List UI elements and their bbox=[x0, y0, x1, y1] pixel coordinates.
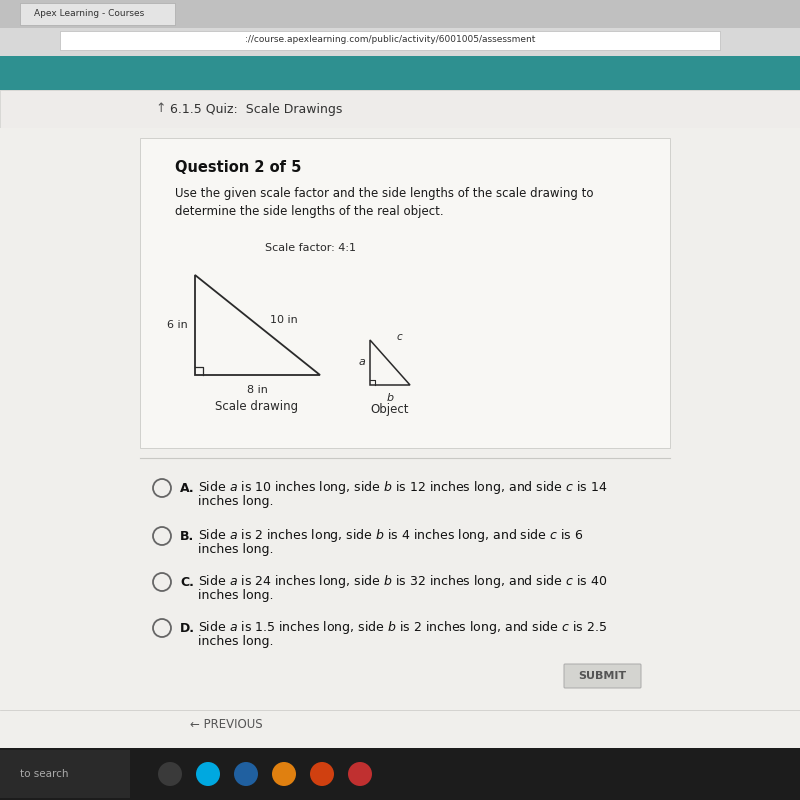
Bar bbox=[0, 90, 800, 128]
Text: C.: C. bbox=[180, 575, 194, 589]
Text: 8 in: 8 in bbox=[246, 385, 267, 395]
Circle shape bbox=[310, 762, 334, 786]
Text: Use the given scale factor and the side lengths of the scale drawing to: Use the given scale factor and the side … bbox=[175, 186, 594, 199]
Text: ↑: ↑ bbox=[155, 102, 166, 115]
Text: Side $\mathit{a}$ is 24 inches long, side $\mathit{b}$ is 32 inches long, and si: Side $\mathit{a}$ is 24 inches long, sid… bbox=[198, 574, 607, 590]
Text: to search: to search bbox=[20, 769, 69, 779]
Text: b: b bbox=[386, 393, 394, 403]
Circle shape bbox=[196, 762, 220, 786]
Text: 6.1.5 Quiz:  Scale Drawings: 6.1.5 Quiz: Scale Drawings bbox=[170, 102, 342, 115]
Circle shape bbox=[348, 762, 372, 786]
Text: ://course.apexlearning.com/public/activity/6001005/assessment: ://course.apexlearning.com/public/activi… bbox=[245, 35, 535, 45]
Text: Scale drawing: Scale drawing bbox=[215, 400, 298, 413]
Text: a: a bbox=[358, 357, 365, 367]
Text: Side $\mathit{a}$ is 1.5 inches long, side $\mathit{b}$ is 2 inches long, and si: Side $\mathit{a}$ is 1.5 inches long, si… bbox=[198, 619, 607, 637]
Text: c: c bbox=[397, 332, 402, 342]
Bar bbox=[20, 3, 175, 25]
Text: B.: B. bbox=[180, 530, 194, 542]
Text: SUBMIT: SUBMIT bbox=[578, 671, 626, 681]
Text: Side $\mathit{a}$ is 10 inches long, side $\mathit{b}$ is 12 inches long, and si: Side $\mathit{a}$ is 10 inches long, sid… bbox=[198, 479, 607, 497]
Text: inches long.: inches long. bbox=[198, 495, 274, 509]
Bar bbox=[60, 31, 720, 50]
Text: Side $\mathit{a}$ is 2 inches long, side $\mathit{b}$ is 4 inches long, and side: Side $\mathit{a}$ is 2 inches long, side… bbox=[198, 527, 583, 545]
Bar bbox=[0, 750, 130, 798]
Circle shape bbox=[158, 762, 182, 786]
Bar bbox=[0, 28, 800, 56]
Text: Object: Object bbox=[370, 403, 410, 416]
Text: ← PREVIOUS: ← PREVIOUS bbox=[190, 718, 262, 731]
FancyBboxPatch shape bbox=[564, 664, 641, 688]
Text: determine the side lengths of the real object.: determine the side lengths of the real o… bbox=[175, 205, 444, 218]
Text: D.: D. bbox=[180, 622, 195, 634]
Text: inches long.: inches long. bbox=[198, 543, 274, 557]
Text: inches long.: inches long. bbox=[198, 635, 274, 649]
Circle shape bbox=[234, 762, 258, 786]
Text: 6 in: 6 in bbox=[167, 320, 188, 330]
Text: Apex Learning - Courses: Apex Learning - Courses bbox=[34, 10, 144, 18]
Bar bbox=[0, 748, 800, 800]
Bar bbox=[0, 56, 800, 90]
Circle shape bbox=[272, 762, 296, 786]
Bar bbox=[0, 0, 800, 28]
Text: Scale factor: 4:1: Scale factor: 4:1 bbox=[265, 243, 356, 253]
Bar bbox=[140, 138, 670, 448]
Text: Question 2 of 5: Question 2 of 5 bbox=[175, 159, 302, 174]
Text: 10 in: 10 in bbox=[270, 315, 298, 325]
Bar bbox=[0, 128, 800, 750]
Text: A.: A. bbox=[180, 482, 194, 494]
Text: inches long.: inches long. bbox=[198, 590, 274, 602]
